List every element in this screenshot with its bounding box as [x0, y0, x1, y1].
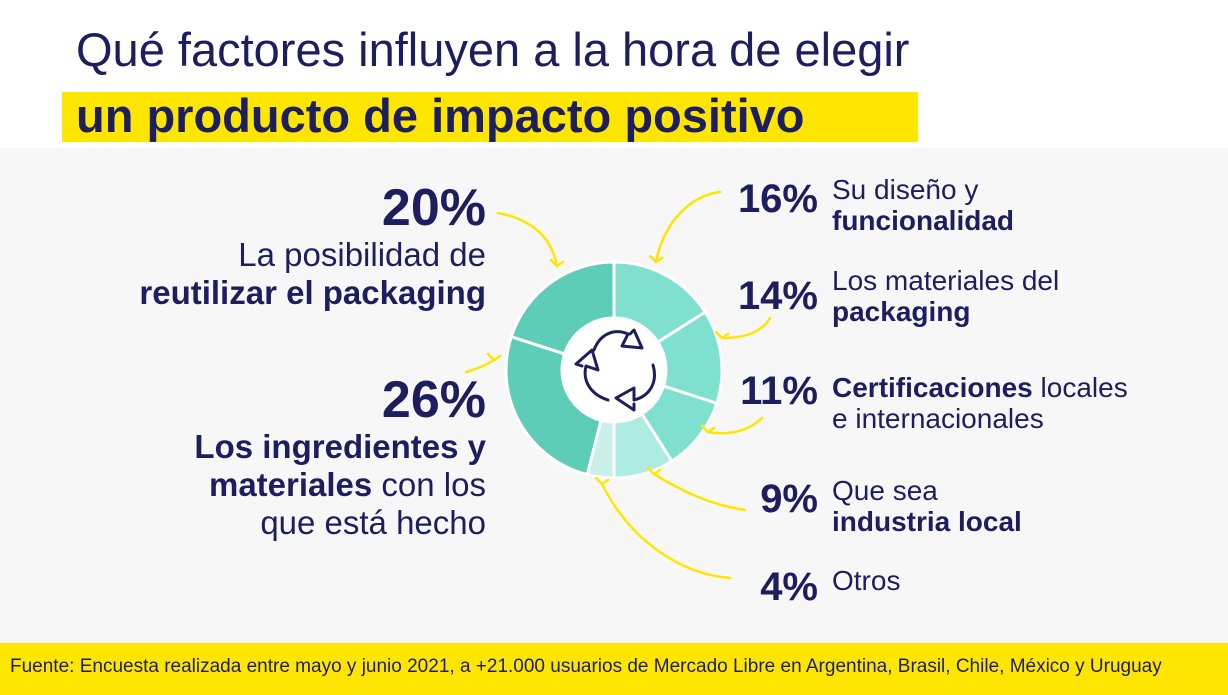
- pct-design: 16%: [737, 177, 818, 221]
- title-line-1: Qué factores influyen a la hora de elegi…: [76, 23, 910, 76]
- desc-local-line1: Que sea: [832, 475, 938, 506]
- slice-ingredients: [504, 334, 603, 477]
- arrow-materials: [720, 316, 772, 340]
- desc-certs-bold: Certificaciones: [832, 372, 1033, 403]
- pct-local: 9%: [760, 477, 818, 521]
- desc-local-line2: industria local: [832, 506, 1022, 537]
- desc-reuse-line1: La posibilidad de: [238, 236, 486, 273]
- desc-design-line2: funcionalidad: [832, 205, 1014, 236]
- desc-certs-line2: e internacionales: [832, 403, 1044, 434]
- pct-reuse: 20%: [381, 179, 486, 237]
- source-note: Fuente: Encuesta realizada entre mayo y …: [10, 656, 1162, 677]
- desc-ingredients-line3: que está hecho: [260, 504, 486, 541]
- pct-other: 4%: [760, 565, 818, 609]
- arrow-other: [600, 482, 732, 580]
- title-line-2: un producto de impacto positivo: [76, 89, 805, 142]
- desc-ingredients-line2: materiales con los: [194, 466, 486, 504]
- connector-arrows: [464, 190, 772, 580]
- label-ingredients: 26% Los ingredientes y materiales con lo…: [194, 372, 486, 542]
- desc-ingredients-bold: materiales: [208, 466, 373, 503]
- desc-ingredients-rest: con los: [372, 466, 486, 503]
- arrowhead-local: [646, 466, 662, 476]
- label-reuse: 20% La posibilidad de reutilizar el pack…: [139, 180, 486, 312]
- slice-reuse: [509, 260, 616, 356]
- desc-reuse-line2: reutilizar el packaging: [139, 274, 486, 311]
- arrowhead-ingredients: [486, 352, 502, 362]
- arrow-ingredients: [464, 358, 496, 374]
- donut-segments: [504, 260, 724, 480]
- arrow-design: [654, 190, 722, 264]
- desc-certs-rest: locales: [1032, 372, 1128, 403]
- label-other: Otros: [832, 565, 900, 596]
- arrowhead-materials: [714, 330, 730, 340]
- arrowhead-other: [594, 476, 610, 486]
- arrowhead-design: [648, 254, 664, 264]
- arrow-certs: [706, 416, 764, 435]
- label-materials: Los materiales del packaging: [832, 265, 1059, 327]
- desc-materials-line2: packaging: [832, 296, 971, 327]
- desc-other-line1: Otros: [832, 565, 901, 596]
- donut-hole: [563, 319, 665, 421]
- pct-certs: 11%: [740, 369, 818, 413]
- label-design: Su diseño y funcionalidad: [832, 174, 1014, 236]
- pct-materials: 14%: [737, 274, 818, 318]
- arrow-reuse: [496, 211, 559, 268]
- footer-band: [0, 643, 1228, 695]
- desc-certs-line1: Certificaciones locales: [832, 372, 1128, 403]
- desc-design-line1: Su diseño y: [832, 174, 979, 205]
- recycle-icon: [574, 328, 656, 412]
- label-local: Que sea industria local: [832, 475, 1022, 537]
- arrowhead-certs: [700, 424, 716, 434]
- arrow-local: [652, 472, 747, 512]
- arrowhead-reuse: [549, 258, 565, 268]
- desc-ingredients-line1: Los ingredientes y: [194, 428, 486, 465]
- label-certs: Certificaciones locales e internacionale…: [832, 372, 1128, 434]
- desc-materials-line1: Los materiales del: [832, 265, 1060, 296]
- pct-ingredients: 26%: [381, 371, 486, 429]
- title-highlight: [62, 92, 918, 142]
